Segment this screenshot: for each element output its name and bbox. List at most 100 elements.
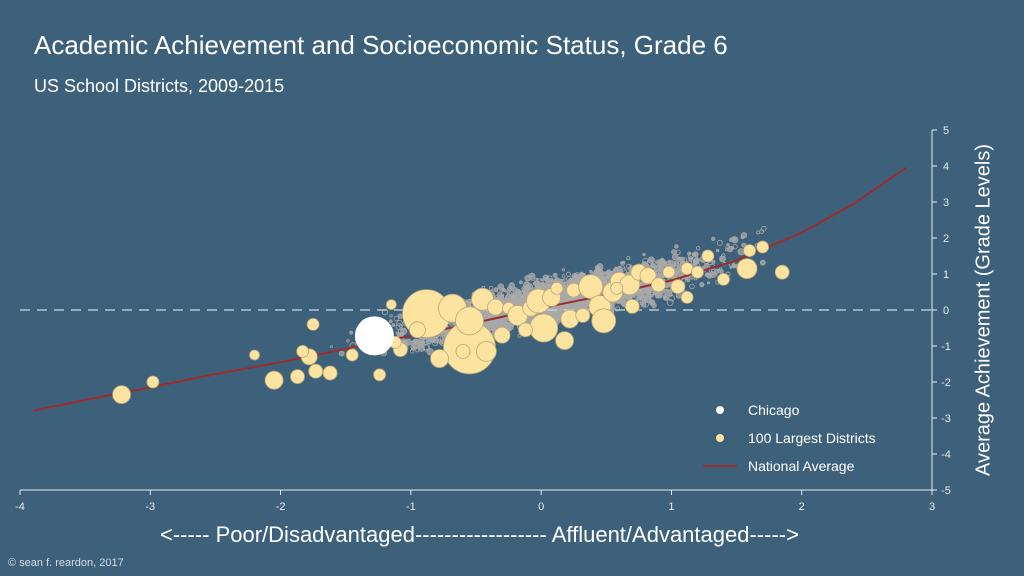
district-point [666, 298, 674, 306]
district-point [566, 276, 572, 282]
largest-district-point [455, 306, 484, 336]
district-point [561, 268, 565, 272]
district-point [615, 306, 621, 312]
district-point [662, 293, 670, 301]
district-point [671, 249, 677, 255]
largest-district-point [373, 368, 387, 382]
largest-district-point [624, 298, 640, 314]
district-point [389, 314, 393, 318]
district-point [697, 258, 701, 262]
district-point [668, 292, 673, 297]
district-point [391, 323, 396, 327]
y-tick-label: 0 [943, 305, 949, 317]
y-tick-label: -4 [941, 449, 951, 461]
largest-district-point [345, 348, 359, 362]
y-tick-label: 2 [943, 233, 949, 245]
district-point [715, 248, 720, 253]
district-point [671, 263, 677, 268]
district-point [561, 274, 566, 278]
largest-district-point [701, 249, 715, 263]
district-point [730, 246, 735, 250]
largest-district-point [736, 258, 758, 280]
district-point [693, 259, 699, 265]
district-point [714, 268, 720, 274]
largest-district-point [756, 240, 769, 254]
largest-district-point [550, 281, 564, 295]
largest-district-point [322, 365, 338, 381]
largest-district-point [264, 370, 284, 390]
district-point [716, 239, 723, 246]
district-point [623, 294, 628, 300]
district-point [500, 321, 505, 326]
largest-district-point [578, 274, 604, 300]
district-point [506, 288, 514, 296]
district-point [695, 246, 701, 251]
largest-district-point [146, 375, 160, 389]
district-point [614, 266, 618, 271]
largest-district-point [680, 290, 694, 304]
district-point [648, 299, 656, 306]
largest-district-point [717, 272, 730, 286]
district-point [338, 350, 345, 357]
chart-title: Academic Achievement and Socioeconomic S… [34, 30, 728, 60]
district-point [349, 330, 354, 335]
district-point [643, 287, 650, 294]
district-point [725, 245, 730, 250]
district-point [499, 290, 503, 294]
district-point [629, 264, 633, 268]
largest-district-point [575, 307, 591, 323]
legend-largest-label: 100 Largest Districts [748, 430, 876, 446]
legend-chicago-label: Chicago [748, 402, 800, 418]
district-point [650, 262, 656, 269]
district-point [689, 283, 695, 290]
largest-district-point [651, 277, 666, 293]
largest-districts-layer [112, 240, 790, 405]
district-point [396, 320, 403, 327]
x-tick-label: 3 [929, 501, 935, 513]
district-point [491, 323, 496, 328]
legend-average-label: National Average [748, 458, 855, 474]
credit-text: © sean f. reardon, 2017 [8, 557, 124, 569]
x-tick-label: -1 [406, 501, 416, 513]
y-tick-label: 5 [943, 125, 949, 137]
largest-district-point [670, 279, 686, 295]
district-point [626, 256, 631, 261]
district-point [605, 276, 608, 280]
legend: Chicago 100 Largest Districts National A… [703, 402, 876, 474]
largest-district-point [487, 298, 504, 316]
x-tick-label: -4 [15, 501, 25, 513]
district-point [393, 315, 400, 322]
district-point [529, 275, 536, 282]
district-point [484, 310, 490, 316]
district-point [346, 339, 350, 343]
district-point [409, 348, 415, 354]
district-point [565, 297, 570, 302]
district-point [640, 292, 645, 297]
largest-district-point [529, 313, 559, 343]
x-tick-label: 1 [668, 501, 674, 513]
district-point [552, 272, 558, 278]
district-point [642, 257, 649, 265]
district-point [566, 271, 571, 277]
largest-district-point [555, 331, 574, 351]
largest-district-point [493, 326, 511, 344]
district-point [644, 293, 652, 301]
district-point [561, 278, 568, 284]
district-point [519, 280, 523, 285]
largest-district-point [774, 264, 790, 280]
chicago-point [354, 316, 394, 356]
x-tick-label: -3 [145, 501, 155, 513]
largest-district-point [112, 385, 131, 405]
district-point [704, 272, 710, 278]
largest-district-point [662, 265, 676, 279]
district-point [554, 277, 560, 283]
district-point [719, 267, 723, 271]
y-tick-label: 4 [943, 161, 949, 173]
largest-district-point [639, 267, 657, 285]
largest-district-point [430, 349, 449, 369]
district-point [508, 282, 515, 289]
district-point [620, 261, 624, 265]
district-point [417, 344, 425, 352]
y-tick-label: -1 [941, 341, 951, 353]
district-point [641, 302, 647, 308]
